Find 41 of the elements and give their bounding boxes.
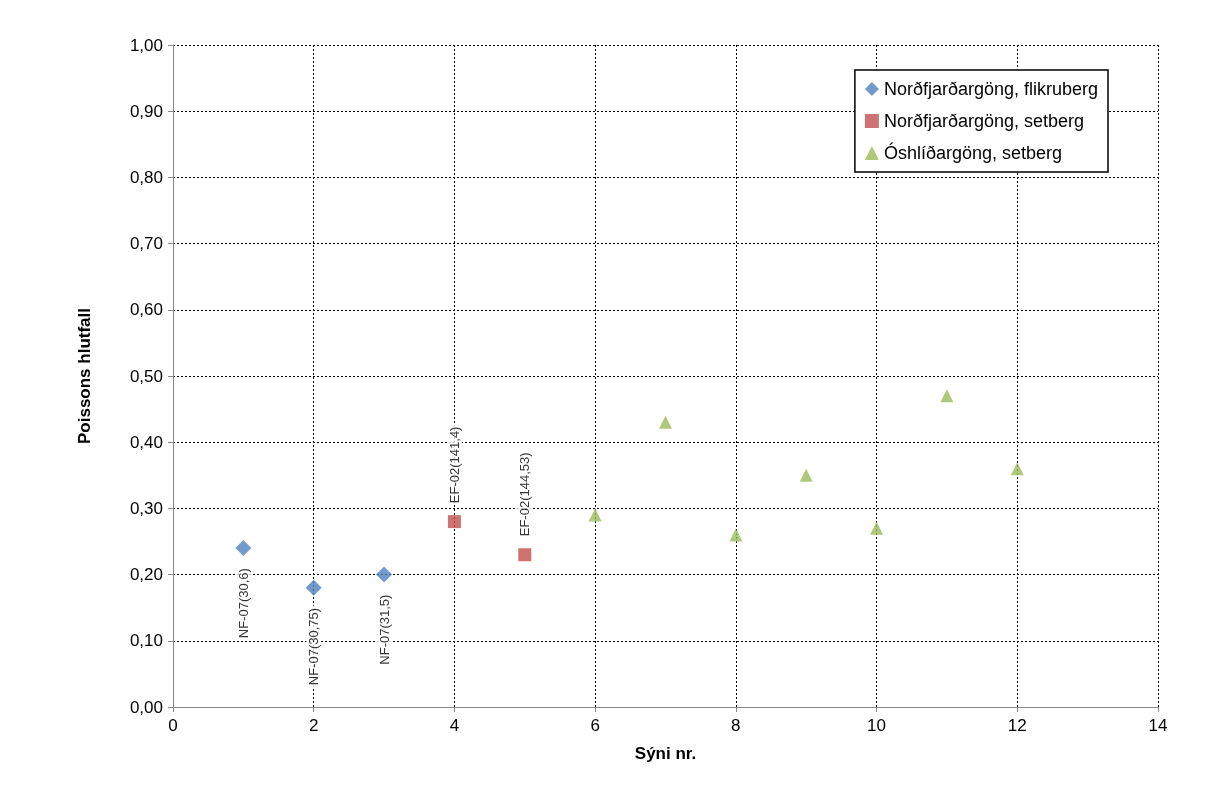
x-axis-title: Sýni nr. [634,744,697,763]
point [376,566,393,583]
point [729,528,743,542]
x-tick-label: 10 [867,716,887,735]
data-label: EF-02(141,4) [446,426,462,504]
legend-label: Óshlíðargöng, setberg [883,142,1063,163]
y-axis-title: Poissons hlutfall [75,307,94,445]
x-tick-label: 6 [590,716,600,735]
point [940,389,954,403]
point [1010,462,1024,476]
legend-label: Norðfjarðargöng, flikruberg [883,79,1099,99]
x-tick-label: 2 [308,716,319,735]
point [447,515,461,529]
point [518,548,532,562]
y-tick-label: 0,50 [129,366,163,386]
x-tick-label: 12 [1007,716,1027,735]
y-tick-label: 0,30 [129,498,163,518]
data-label: NF-07(30,6) [235,568,251,639]
y-tick-label: 0,60 [129,300,163,320]
x-tick-label: 4 [449,716,460,735]
x-tick-label: 8 [731,716,741,735]
y-tick-label: 0,70 [129,234,163,254]
data-label: EF-02(144,53) [517,452,533,537]
y-tick-label: 0,90 [129,101,163,121]
point [799,468,813,482]
y-tick-label: 0,20 [129,565,163,585]
y-tick-label: 1,00 [129,35,163,55]
data-label: NF-07(30,75) [306,607,322,686]
legend-label: Norðfjarðargöng, setberg [883,111,1085,131]
point [870,521,884,535]
point [659,415,672,429]
y-tick-label: 0,80 [129,167,163,187]
point [305,579,322,596]
x-tick-label: 14 [1148,716,1168,735]
data-label: NF-07(31,5) [376,594,392,665]
point [235,540,252,557]
y-tick-label: 0,40 [129,432,163,452]
point [588,508,602,522]
y-tick-label: 0,00 [129,697,163,717]
y-tick-label: 0,10 [129,631,163,651]
x-tick-label: 0 [168,716,178,735]
